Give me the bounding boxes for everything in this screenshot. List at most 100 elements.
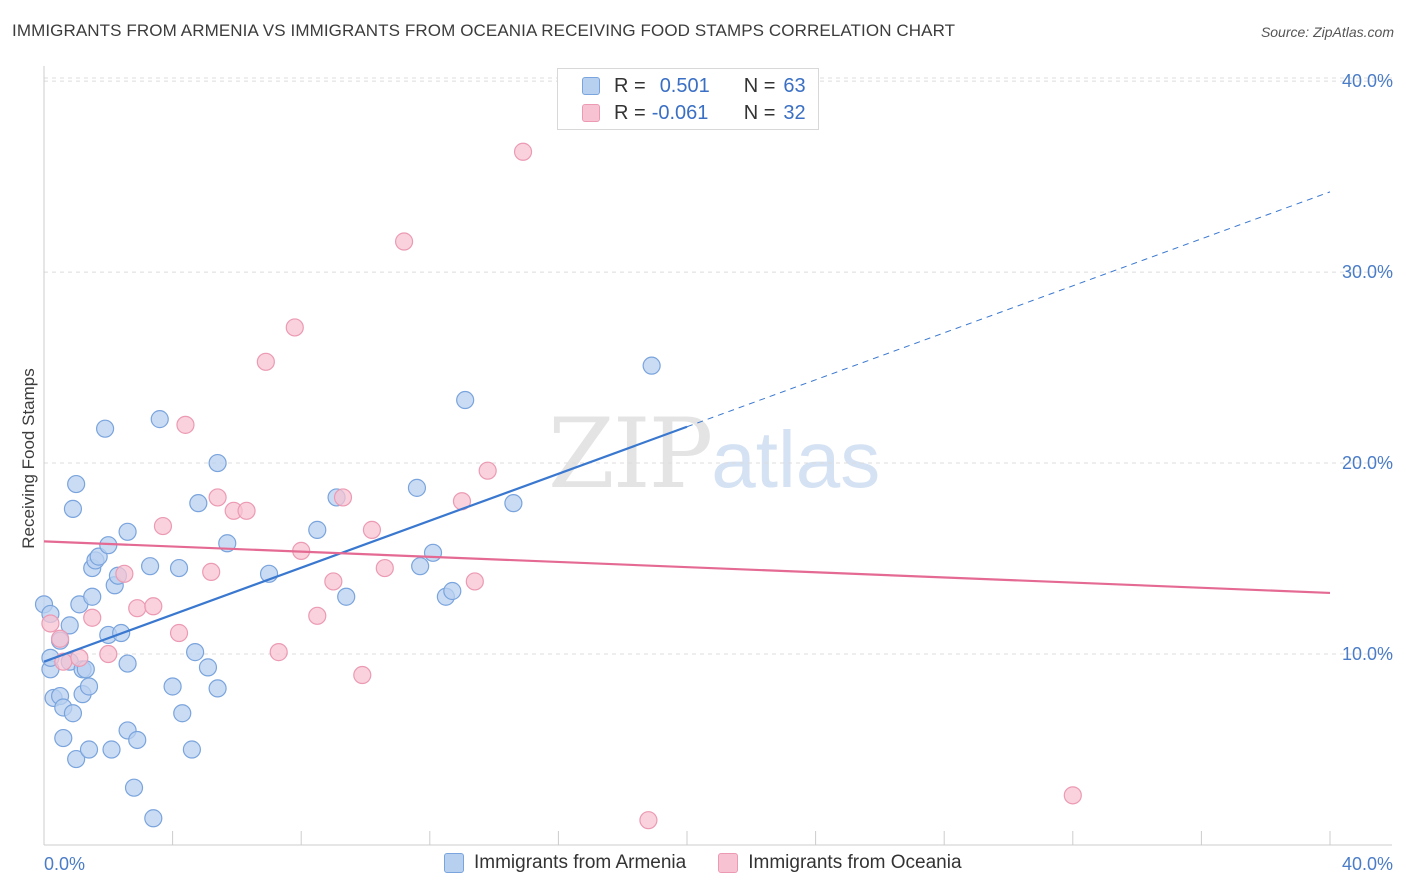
armenia-legend-label: Immigrants from Armenia: [474, 852, 687, 873]
oceania-point: [202, 562, 221, 582]
oceania-point: [478, 461, 497, 480]
armenia-point: [95, 419, 115, 438]
oceania-point: [353, 665, 372, 685]
armenia-trend-extension: [686, 191, 1331, 428]
armenia-point: [169, 558, 189, 578]
oceania-point: [1063, 786, 1082, 805]
watermark: ZIPatlas: [548, 398, 880, 510]
armenia-point: [54, 728, 73, 748]
oceania-point: [324, 572, 343, 591]
legend-item-oceania: Immigrants from Oceania: [718, 852, 962, 874]
armenia-point: [60, 616, 79, 635]
armenia-point: [163, 677, 182, 696]
armenia-point: [198, 658, 218, 677]
armenia-point: [189, 494, 208, 513]
armenia-point: [83, 587, 102, 606]
armenia-point: [63, 499, 83, 518]
oceania-point: [285, 318, 304, 337]
armenia-point: [67, 474, 86, 494]
x-tick-label: 0.0%: [44, 854, 85, 874]
oceania-point: [639, 811, 658, 830]
oceania-point: [394, 232, 414, 251]
oceania-point: [208, 488, 227, 507]
oceania-point: [144, 597, 163, 616]
armenia-point: [337, 587, 356, 606]
source-note: Source: ZipAtlas.com: [1260, 24, 1394, 40]
y-tick-label: 10.0%: [1342, 644, 1393, 664]
armenia-legend-swatch: [444, 853, 464, 873]
oceania-point: [269, 643, 288, 662]
correlation-legend: R = 0.501 N = 63 R = -0.061 N = 32: [557, 68, 819, 130]
armenia-point: [118, 522, 137, 541]
armenia-r-value: 0.501: [659, 74, 710, 97]
oceania-point: [153, 516, 173, 536]
oceania-point: [362, 520, 382, 539]
chart-title: IMMIGRANTS FROM ARMENIA VS IMMIGRANTS FR…: [12, 21, 956, 40]
armenia-r-label: R =: [614, 74, 646, 97]
armenia-swatch: [582, 77, 600, 95]
armenia-point: [140, 557, 160, 576]
armenia-point: [63, 704, 83, 723]
armenia-point: [144, 809, 163, 828]
armenia-point: [407, 478, 427, 497]
y-axis-title: Receiving Food Stamps: [19, 368, 38, 548]
oceania-point: [237, 501, 256, 520]
legend-row-oceania: R = -0.061 N = 32: [582, 100, 806, 126]
series-legend: Immigrants from Armenia Immigrants from …: [444, 852, 994, 874]
oceania-n-value: 32: [783, 101, 806, 124]
oceania-point: [375, 558, 394, 578]
oceania-point: [115, 564, 134, 583]
oceania-point: [176, 415, 195, 434]
oceania-point: [50, 629, 70, 648]
oceania-swatch: [582, 104, 600, 122]
armenia-point: [79, 677, 99, 696]
y-tick-label: 20.0%: [1342, 453, 1393, 473]
oceania-points: [41, 142, 1082, 830]
armenia-points: [34, 356, 661, 828]
armenia-point: [173, 704, 192, 723]
armenia-point: [308, 520, 327, 539]
armenia-point: [423, 543, 443, 562]
oceania-point: [256, 352, 275, 371]
watermark-atlas: atlas: [711, 415, 881, 504]
armenia-point: [208, 453, 227, 473]
oceania-point: [513, 142, 533, 161]
armenia-point: [102, 740, 121, 759]
oceania-point: [99, 644, 118, 664]
oceania-point: [41, 614, 60, 633]
watermark-zip: ZIP: [548, 398, 713, 510]
armenia-point: [182, 740, 201, 759]
armenia-n-label: N =: [743, 74, 776, 97]
oceania-point: [333, 488, 353, 507]
armenia-point: [124, 778, 144, 797]
y-tick-label: 40.0%: [1342, 71, 1393, 91]
armenia-point: [79, 740, 99, 759]
armenia-point: [504, 494, 523, 513]
oceania-r-label: R =: [614, 101, 646, 124]
oceania-point: [83, 608, 102, 627]
armenia-point: [456, 390, 475, 410]
armenia-point: [128, 730, 147, 750]
armenia-n-value: 63: [783, 74, 806, 97]
oceania-point: [465, 572, 484, 591]
x-tick-label: 40.0%: [1342, 854, 1393, 874]
oceania-trend-line: [43, 540, 1331, 595]
tick-labels: 10.0% 20.0% 30.0% 40.0% 0.0% 40.0% Receiving F…: [19, 71, 1393, 874]
oceania-n-label: N =: [743, 101, 776, 124]
armenia-point: [411, 557, 430, 576]
armenia-point: [443, 581, 462, 601]
legend-item-armenia: Immigrants from Armenia: [444, 852, 686, 874]
legend-row-armenia: R = 0.501 N = 63: [582, 73, 806, 99]
armenia-trend-line: [43, 425, 688, 663]
armenia-point: [642, 356, 661, 375]
oceania-r-value: -0.061: [651, 101, 709, 124]
oceania-point: [169, 623, 189, 643]
axes: [43, 66, 1392, 846]
armenia-point: [208, 679, 227, 698]
armenia-point: [67, 749, 86, 769]
oceania-point: [128, 599, 147, 618]
armenia-point: [118, 654, 137, 673]
armenia-point: [150, 410, 169, 429]
oceania-point: [308, 606, 327, 625]
oceania-legend-label: Immigrants from Oceania: [748, 852, 962, 873]
